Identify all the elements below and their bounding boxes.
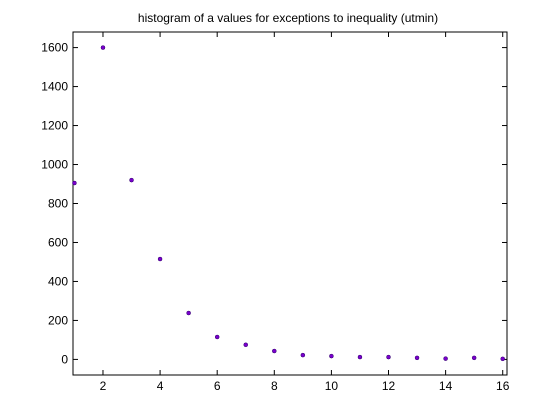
y-tick-label: 1000 <box>41 158 68 172</box>
y-tick-label: 400 <box>48 274 68 288</box>
data-point <box>471 355 477 361</box>
data-point <box>72 180 77 186</box>
data-point <box>272 348 277 354</box>
x-tick-label: 8 <box>271 379 278 393</box>
y-tick-label: 1200 <box>41 119 68 133</box>
data-point <box>214 334 220 340</box>
y-tick-label: 1600 <box>41 41 68 55</box>
data-point <box>243 342 248 348</box>
data-series <box>72 45 505 362</box>
data-point <box>129 177 134 183</box>
y-tick-label: 0 <box>61 352 68 366</box>
data-point <box>186 310 191 316</box>
y-tick-label: 800 <box>48 197 68 211</box>
data-point <box>414 355 420 361</box>
data-point <box>386 354 391 360</box>
x-tick-label: 12 <box>382 379 396 393</box>
plot-area <box>72 31 508 376</box>
data-point <box>329 353 334 359</box>
y-tick-label: 1400 <box>41 80 68 94</box>
y-tick-label: 200 <box>48 313 68 327</box>
data-point <box>500 356 505 362</box>
data-point <box>100 45 106 50</box>
chart-title: histogram of a values for exceptions to … <box>138 11 438 25</box>
x-axis: 2 4 6 8 10 12 14 16 <box>100 32 510 393</box>
x-tick-label: 6 <box>214 379 221 393</box>
x-tick-label: 16 <box>496 379 510 393</box>
data-point <box>443 356 448 361</box>
data-point <box>157 256 163 262</box>
data-point <box>300 352 306 358</box>
x-tick-label: 2 <box>100 379 107 393</box>
y-tick-label: 600 <box>48 235 68 249</box>
x-tick-label: 4 <box>157 379 164 393</box>
x-tick-label: 10 <box>325 379 339 393</box>
data-point <box>357 354 363 360</box>
y-axis: 0 200 400 600 800 1000 1200 1400 1600 <box>41 41 507 366</box>
x-tick-label: 14 <box>439 379 453 393</box>
